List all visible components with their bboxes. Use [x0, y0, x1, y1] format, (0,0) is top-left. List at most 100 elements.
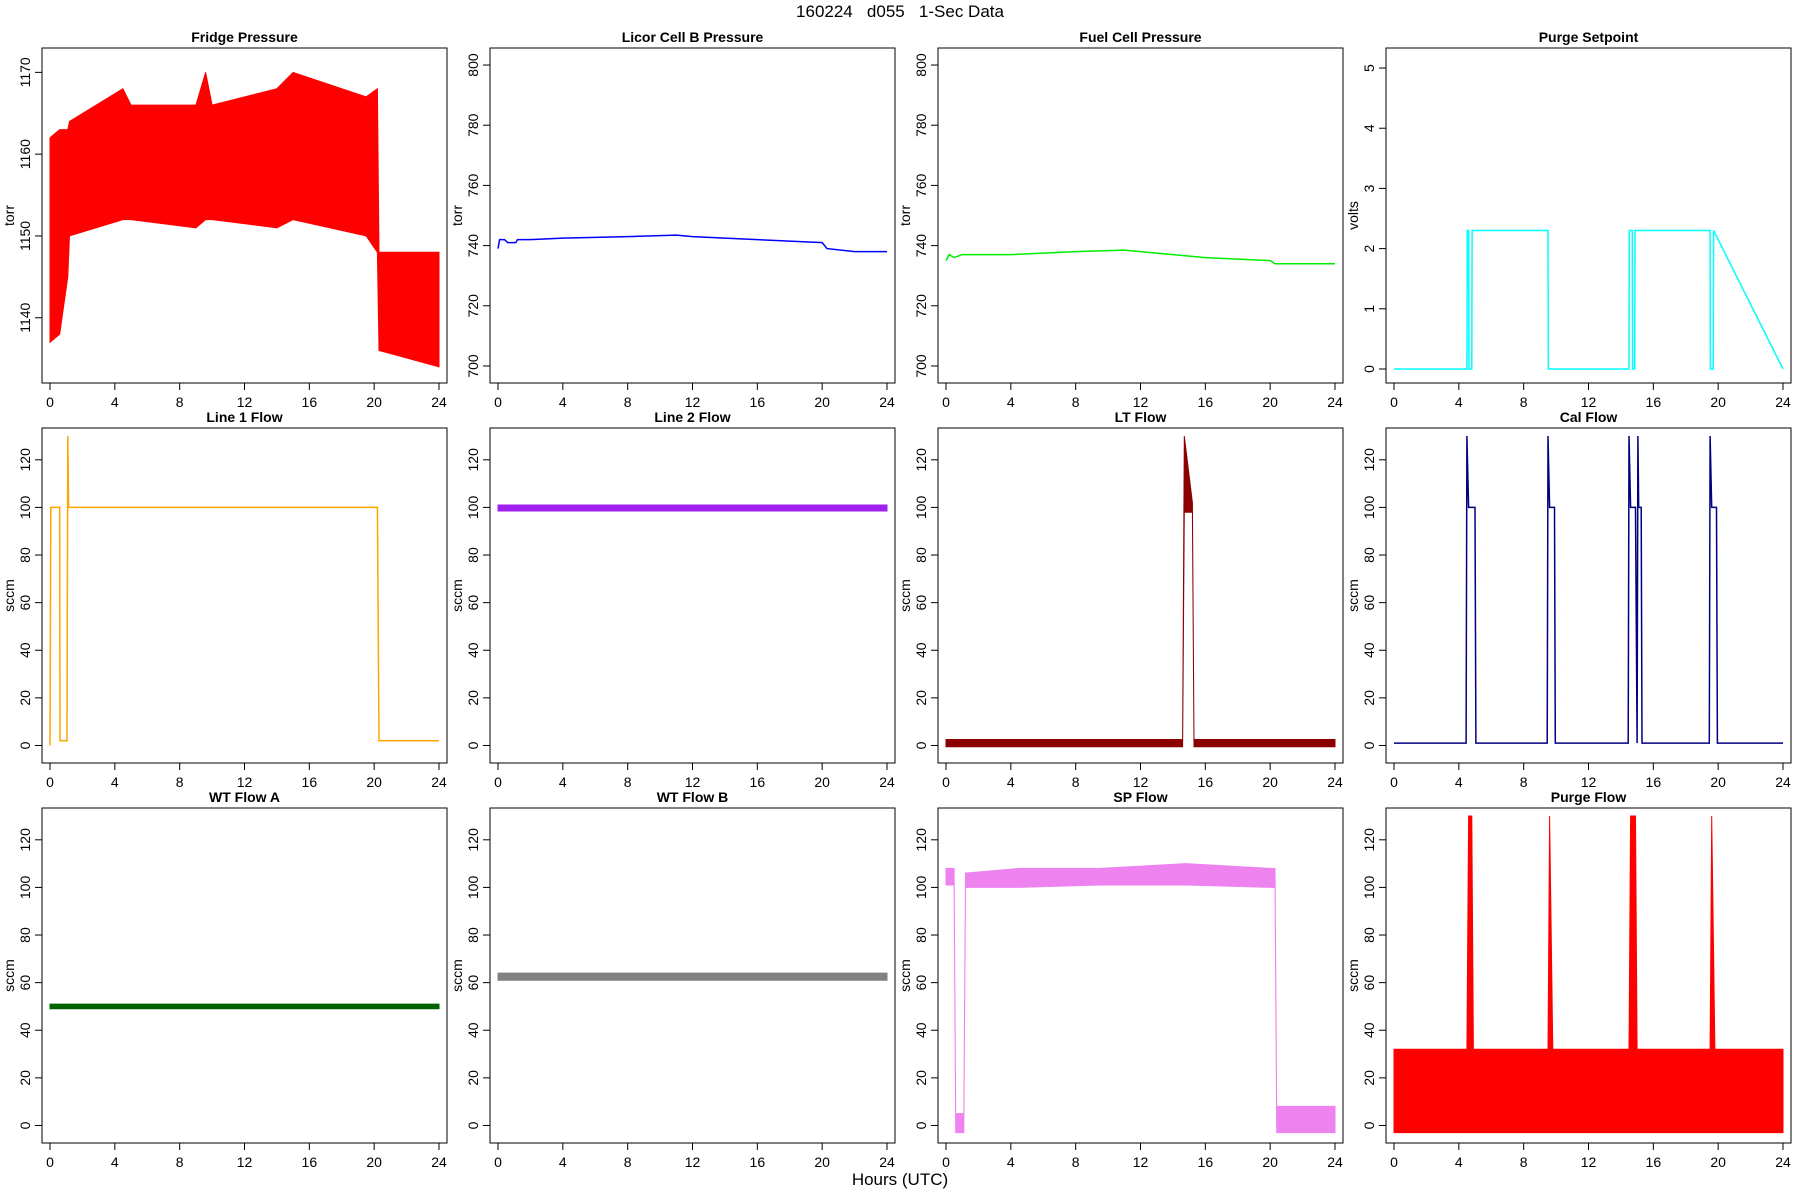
y-tick-label: 780	[465, 113, 481, 137]
y-tick-label: 800	[913, 53, 929, 77]
y-axis-label: sccm	[1, 959, 17, 992]
y-tick-label: 20	[17, 1070, 33, 1086]
x-tick-label: 20	[1710, 1154, 1726, 1170]
x-tick-label: 0	[1390, 774, 1398, 790]
y-tick-label: 720	[913, 294, 929, 318]
series-band	[945, 863, 1336, 1134]
x-tick-label: 8	[1520, 394, 1528, 410]
y-tick-label: 0	[465, 741, 481, 749]
panel-title: WT Flow B	[657, 789, 729, 805]
y-axis-label: sccm	[1345, 959, 1361, 992]
y-tick-label: 80	[465, 547, 481, 563]
y-tick-label: 80	[465, 927, 481, 943]
x-tick-label: 20	[1710, 394, 1726, 410]
panel-5: Line 2 Flow 0 4 8 12 16 20 24 0 20 40 60 80 100 120 scc…	[449, 409, 896, 790]
y-axis-label: sccm	[449, 959, 465, 992]
panel-11: Purge Flow 0 4 8 12 16 20 24 0 20 40 60 80 100 120 sccm	[1345, 789, 1792, 1170]
y-tick-label: 740	[465, 234, 481, 258]
x-tick-label: 4	[1007, 394, 1015, 410]
x-tick-label: 24	[431, 1154, 447, 1170]
panel-6: LT Flow 0 4 8 12 16 20 24 0 20 40 60 80 100 120 sccm	[897, 409, 1344, 790]
y-tick-label: 0	[465, 1121, 481, 1129]
series-band	[1393, 815, 1784, 1134]
y-tick-label: 700	[465, 354, 481, 378]
x-tick-label: 20	[1262, 1154, 1278, 1170]
x-tick-label: 4	[1007, 1154, 1015, 1170]
y-tick-label: 40	[465, 642, 481, 658]
plot-frame	[937, 47, 1344, 384]
y-tick-label: 0	[17, 741, 33, 749]
x-tick-label: 12	[237, 774, 253, 790]
panel-title: SP Flow	[1113, 789, 1167, 805]
y-tick-label: 20	[913, 1070, 929, 1086]
y-tick-label: 20	[17, 690, 33, 706]
x-tick-label: 12	[237, 394, 253, 410]
y-tick-label: 740	[913, 234, 929, 258]
x-tick-label: 16	[1646, 1154, 1662, 1170]
series-line	[49, 435, 439, 746]
y-tick-label: 20	[1361, 1070, 1377, 1086]
x-tick-label: 24	[431, 774, 447, 790]
y-tick-label: 1140	[17, 302, 33, 332]
y-tick-label: 1160	[17, 139, 33, 169]
y-tick-label: 4	[1361, 124, 1377, 132]
y-tick-label: 40	[1361, 642, 1377, 658]
y-tick-label: 100	[17, 876, 33, 900]
panel-10: SP Flow 0 4 8 12 16 20 24 0 20 40 60 80 100 120 sccm	[897, 789, 1344, 1170]
y-tick-label: 20	[913, 690, 929, 706]
plot-frame	[1385, 427, 1792, 764]
y-tick-label: 60	[913, 595, 929, 611]
x-tick-label: 8	[176, 1154, 184, 1170]
panel-title: LT Flow	[1115, 409, 1167, 425]
x-tick-label: 16	[750, 774, 766, 790]
x-tick-label: 0	[1390, 394, 1398, 410]
y-tick-label: 760	[913, 174, 929, 198]
y-tick-label: 100	[17, 496, 33, 520]
x-tick-label: 24	[1327, 394, 1343, 410]
panel-title: Fuel Cell Pressure	[1079, 29, 1201, 45]
x-tick-label: 4	[1455, 1154, 1463, 1170]
y-tick-label: 100	[1361, 876, 1377, 900]
x-axis-label: Hours (UTC)	[851, 1170, 949, 1189]
y-tick-label: 120	[17, 448, 33, 472]
x-tick-label: 4	[111, 394, 119, 410]
series-line	[1394, 435, 1783, 744]
plot-frame	[489, 47, 896, 384]
y-axis-label: sccm	[897, 579, 913, 612]
y-tick-label: 120	[913, 828, 929, 852]
y-tick-label: 60	[913, 975, 929, 991]
y-tick-label: 720	[465, 294, 481, 318]
x-tick-label: 12	[1133, 1154, 1149, 1170]
page-title: 160224 d055 1-Sec Data	[796, 2, 1004, 21]
y-tick-label: 120	[1361, 828, 1377, 852]
panel-title: Purge Setpoint	[1539, 29, 1639, 45]
y-tick-label: 40	[17, 1022, 33, 1038]
x-tick-label: 0	[46, 394, 54, 410]
panel-9: WT Flow B 0 4 8 12 16 20 24 0 20 40 60 80 100 120 sccm	[449, 789, 896, 1170]
x-tick-label: 12	[1581, 1154, 1597, 1170]
x-tick-label: 12	[685, 394, 701, 410]
x-tick-label: 0	[494, 1154, 502, 1170]
panel-4: Line 1 Flow 0 4 8 12 16 20 24 0 20 40 60 80 100 120 scc…	[1, 409, 448, 790]
y-tick-label: 20	[1361, 690, 1377, 706]
x-tick-label: 8	[1072, 774, 1080, 790]
x-tick-label: 8	[624, 774, 632, 790]
plot-frame	[489, 427, 896, 764]
x-tick-label: 24	[879, 1154, 895, 1170]
y-tick-label: 20	[465, 690, 481, 706]
y-tick-label: 40	[465, 1022, 481, 1038]
x-tick-label: 20	[1262, 394, 1278, 410]
y-tick-label: 120	[17, 828, 33, 852]
x-tick-label: 20	[366, 774, 382, 790]
y-tick-label: 1170	[17, 57, 33, 87]
x-tick-label: 16	[302, 774, 318, 790]
x-tick-label: 20	[814, 1154, 830, 1170]
panel-title: Cal Flow	[1560, 409, 1618, 425]
x-tick-label: 24	[1775, 1154, 1791, 1170]
y-tick-label: 120	[465, 448, 481, 472]
x-tick-label: 24	[1775, 394, 1791, 410]
x-tick-label: 12	[1581, 774, 1597, 790]
panel-8: WT Flow A 0 4 8 12 16 20 24 0 20 40 60 80 100 120 sccm	[1, 789, 448, 1170]
x-tick-label: 8	[176, 394, 184, 410]
